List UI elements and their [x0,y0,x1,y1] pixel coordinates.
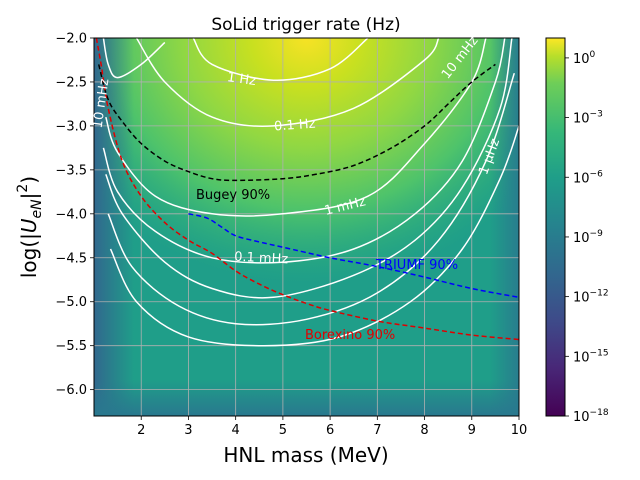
contour-10-mHz-right [105,38,487,217]
contour-0.1-mHz [105,38,513,299]
colorbar-tick-label: 10−15 [573,348,609,365]
contour-1-µHz [109,125,519,347]
x-tick-label: 9 [468,423,476,438]
x-tick-label: 5 [279,423,287,438]
label-0p1mhz: 0.1 mHz [234,250,289,268]
heatmap-right-edge [490,38,519,416]
x-axis-ticks: 2 3 4 5 6 7 8 9 10 [137,416,527,438]
x-tick-label: 10 [511,423,528,438]
colorbar-tick-label: 10−12 [573,289,609,306]
heatmap-hotspot [94,38,519,416]
x-tick-label: 7 [373,423,381,438]
x-tick-label: 8 [420,423,428,438]
x-tick-label: 2 [137,423,145,438]
heatmap-left-edge [94,38,134,416]
label-borexino: Borexino 90% [305,328,395,343]
chart-title: SoLid trigger rate (Hz) [211,15,400,35]
colorbar-tick-label: 10−18 [573,408,609,425]
x-axis-label: HNL mass (MeV) [223,443,388,467]
colorbar-tick-label: 10−9 [573,229,603,246]
contour-10-µHz [107,72,516,326]
colorbar-tick-label: 10−6 [573,169,603,186]
colorbar-tick-label: 10−3 [573,110,603,127]
y-tick-label: −4.5 [55,251,87,266]
limit-triumf [188,213,519,299]
label-triumf: TRIUMF 90% [375,258,458,273]
y-tick-label: −3.0 [55,119,87,134]
contour-1-mHz [102,38,506,264]
x-tick-label: 6 [326,423,334,438]
grid [94,38,519,416]
y-tick-label: −5.5 [55,339,87,354]
rate-contours [102,38,519,347]
heatmap-bottom-edge [94,380,519,416]
label-1hz: 1 Hz [226,70,257,89]
colorbar-tick-label: 100 [573,50,596,67]
label-0p1hz: 0.1 Hz [274,117,317,135]
contour-10-mHz [102,38,166,79]
y-axis-label: log(|UeN|2) [15,176,45,278]
contour-0.1-Hz [135,38,440,128]
y-tick-label: −3.5 [55,163,87,178]
plot-area [94,38,519,416]
x-tick-label: 4 [232,423,240,438]
plot-frame [93,37,520,417]
y-tick-label: −2.0 [55,32,87,47]
limit-curves [95,38,519,341]
x-tick-label: 3 [184,423,192,438]
limit-bugey [97,63,496,182]
label-bugey: Bugey 90% [196,188,270,203]
colorbar-ticks: 100 10−3 10−6 10−9 10−12 10−15 10−18 [565,50,609,425]
y-tick-label: −4.0 [55,207,87,222]
y-tick-label: −6.0 [55,383,87,398]
label-10mhz-left: 10 mHz [91,78,113,130]
limit-borexino [95,38,519,341]
colorbar [545,37,566,417]
y-axis-ticks: −2.0 −2.5 −3.0 −3.5 −4.0 −4.5 −5.0 −5.5 −6.0 [55,32,94,398]
y-tick-label: −5.0 [55,295,87,310]
y-tick-label: −2.5 [55,75,87,90]
contour-1-Hz [192,38,369,81]
